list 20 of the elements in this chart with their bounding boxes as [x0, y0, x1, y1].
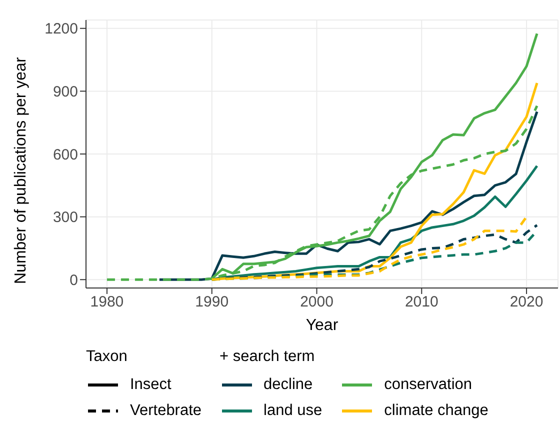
x-tick-label: 1980: [90, 294, 124, 311]
y-tick-label: 0: [70, 272, 78, 289]
legend-title: + search term: [220, 348, 316, 367]
y-tick-label: 300: [52, 209, 78, 226]
x-tick-label: 1990: [195, 294, 229, 311]
text: Taxon: [86, 348, 128, 367]
x-tick-label: 2000: [300, 294, 334, 311]
x-axis-title: Year: [306, 317, 339, 334]
text: Vertebrate: [130, 402, 202, 420]
y-tick-label: 900: [52, 84, 78, 101]
x-tick-label: 2020: [510, 294, 544, 311]
y-tick-label: 1200: [44, 20, 78, 38]
legend-label: conservation: [384, 376, 472, 394]
y-tick-label: 600: [52, 146, 78, 164]
text: Insect: [130, 376, 172, 394]
x-tick-label: 2010: [404, 294, 438, 311]
legend-label: decline: [264, 376, 313, 394]
y-axis-title: Number of publications per year: [12, 56, 30, 284]
legend-label: climate change: [384, 402, 488, 420]
legend-label: land use: [264, 402, 322, 420]
